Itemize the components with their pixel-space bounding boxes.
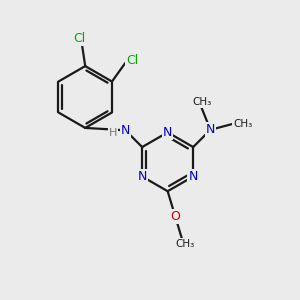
- Text: N: N: [137, 170, 147, 183]
- Text: Cl: Cl: [126, 54, 138, 67]
- Text: O: O: [170, 210, 180, 223]
- Text: H: H: [109, 128, 117, 138]
- Text: N: N: [121, 124, 130, 137]
- Text: N: N: [163, 126, 172, 139]
- Text: Cl: Cl: [73, 32, 85, 45]
- Text: CH₃: CH₃: [175, 238, 194, 249]
- Text: N: N: [188, 170, 198, 183]
- Text: N: N: [206, 123, 215, 136]
- Text: CH₃: CH₃: [192, 97, 211, 107]
- Text: CH₃: CH₃: [233, 119, 252, 129]
